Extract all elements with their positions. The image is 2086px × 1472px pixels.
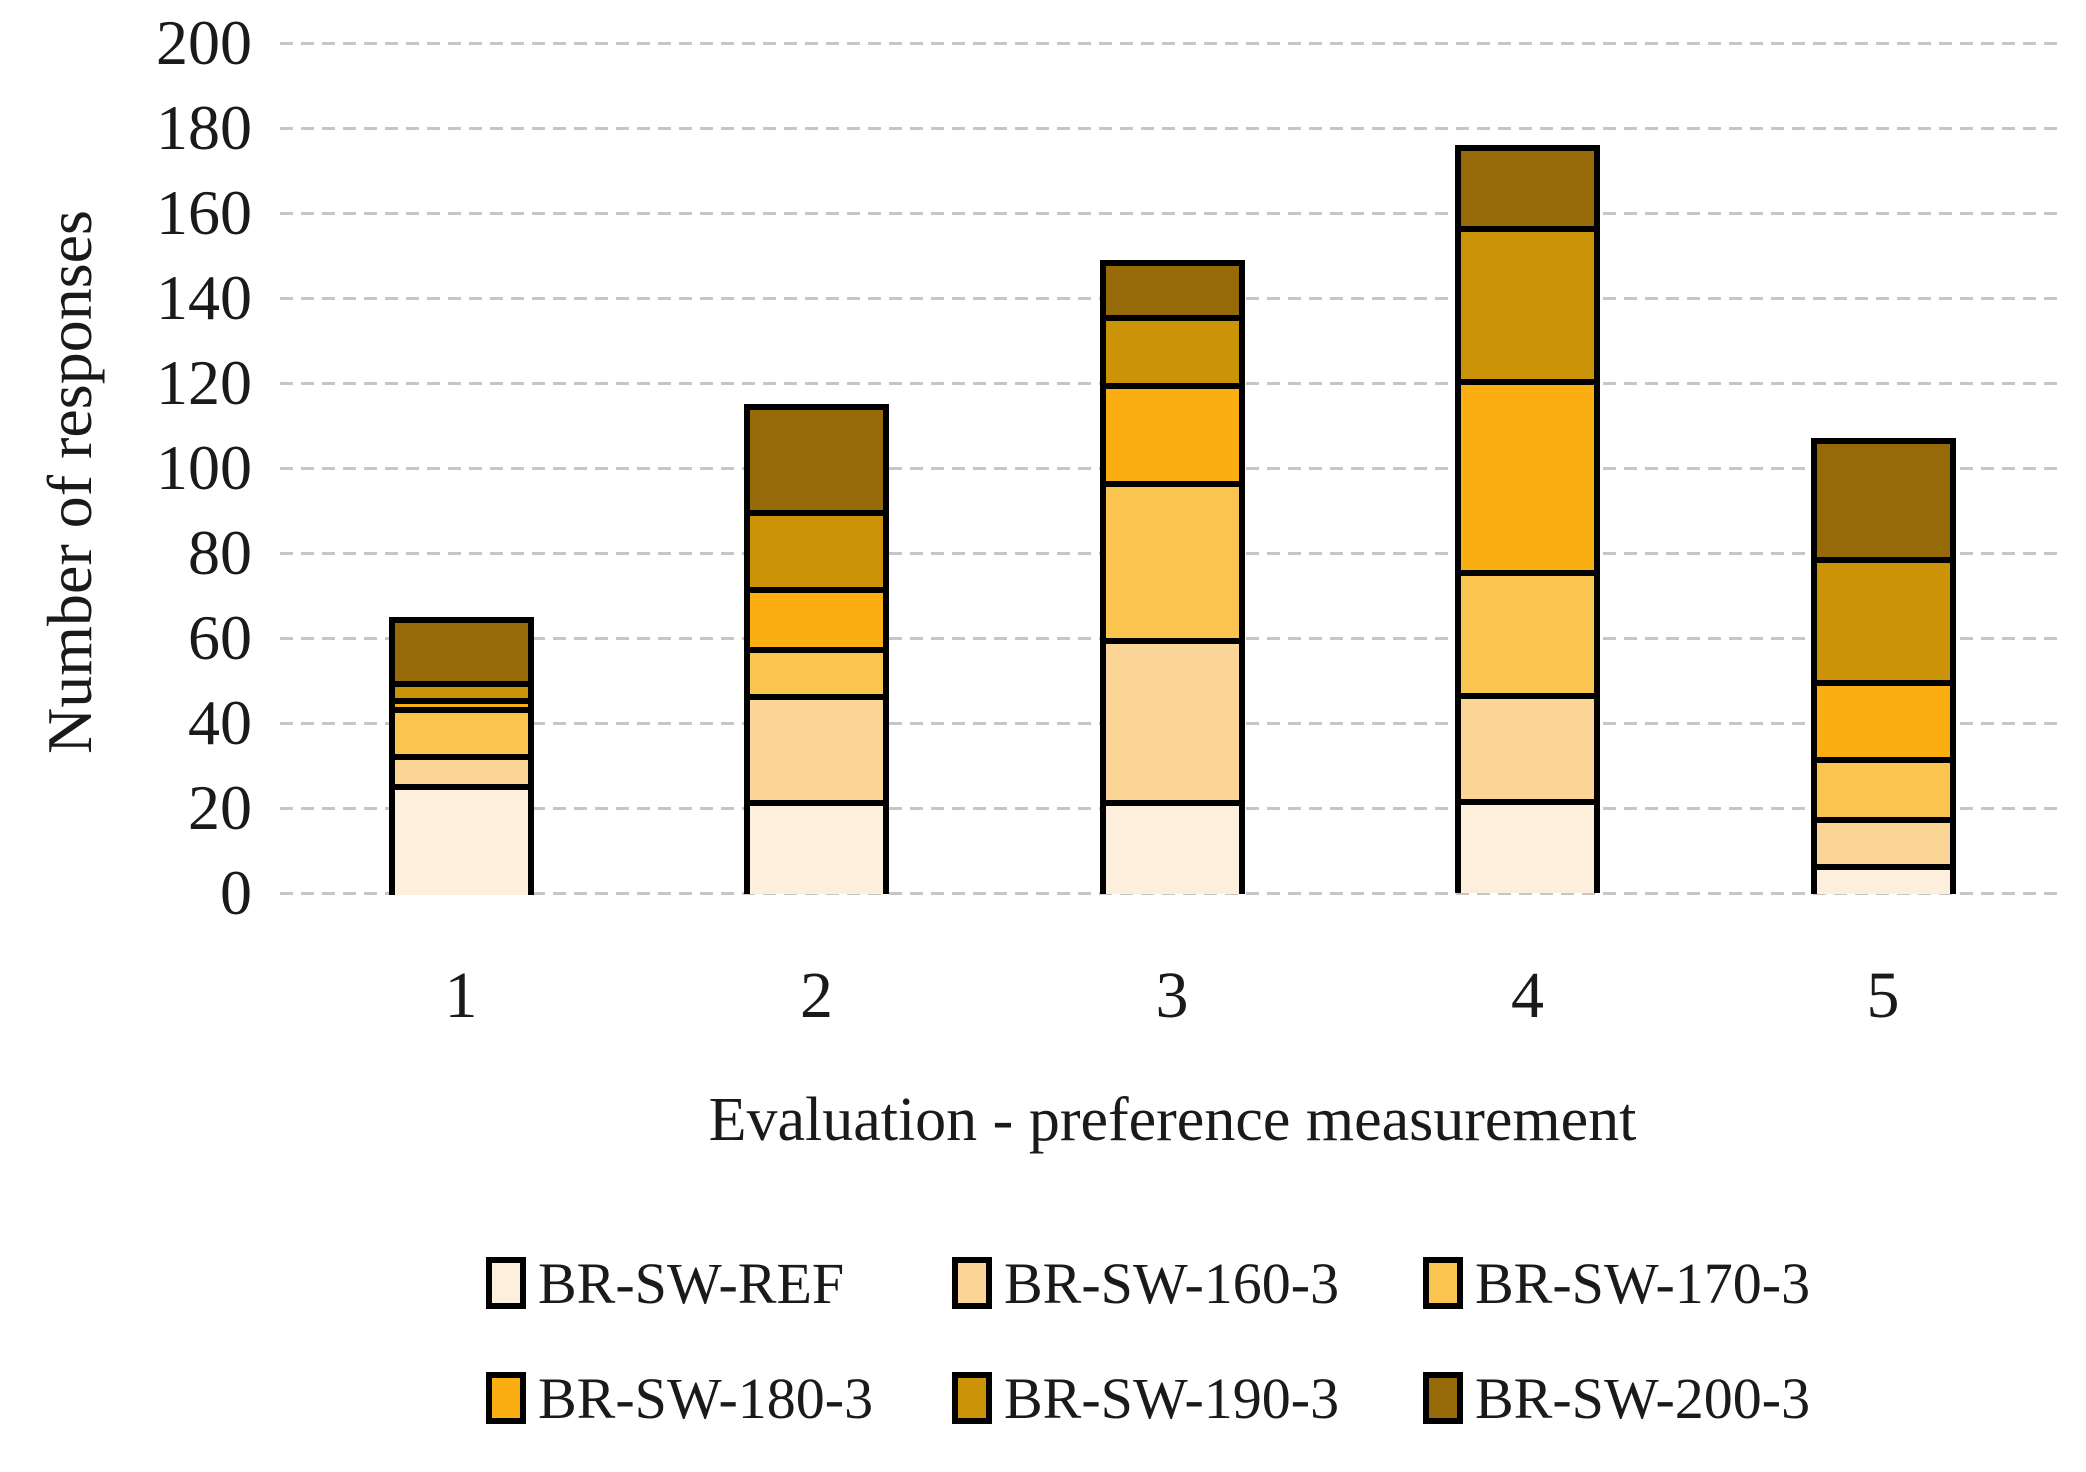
bar-segment-BR-SW-190-3 [1810, 557, 1956, 681]
bar-segment-BR-SW-190-3 [388, 680, 534, 698]
x-tick-label: 2 [800, 959, 833, 1032]
bar-segment-BR-SW-170-3 [1810, 757, 1956, 818]
x-tick-label: 4 [1511, 959, 1544, 1032]
bar-segment-BR-SW-200-3 [744, 404, 889, 511]
bar-segment-BR-SW-160-3 [1810, 817, 1956, 865]
bar-category-4 [1455, 145, 1600, 893]
bar-segment-BR-SW-200-3 [1455, 145, 1600, 226]
legend-item-BR-SW-190-3: BR-SW-190-3 [952, 1358, 1339, 1438]
bar-segment-BR-SW-REF [1810, 864, 1956, 895]
bar-segment-BR-SW-160-3 [1455, 693, 1600, 799]
bar-segment-BR-SW-200-3 [388, 616, 534, 681]
bar-segment-BR-SW-190-3 [1099, 314, 1245, 383]
legend-item-BR-SW-170-3: BR-SW-170-3 [1423, 1243, 1810, 1323]
gridline [280, 127, 2065, 130]
legend-swatch [486, 1372, 526, 1424]
bar-category-3 [1099, 259, 1245, 894]
x-tick-label: 5 [1866, 959, 1900, 1032]
y-tick-label: 100 [156, 432, 252, 503]
bar-segment-BR-SW-190-3 [744, 510, 889, 588]
y-tick-label: 160 [156, 177, 252, 248]
bar-segment-BR-SW-REF [1455, 799, 1600, 893]
bar-segment-BR-SW-REF [1099, 799, 1245, 894]
legend-label: BR-SW-160-3 [1004, 1250, 1340, 1316]
bar-segment-BR-SW-170-3 [388, 706, 534, 754]
y-tick-label: 200 [156, 7, 252, 78]
bar-segment-BR-SW-180-3 [1099, 382, 1245, 481]
y-tick-label: 140 [156, 262, 252, 333]
bar-segment-BR-SW-200-3 [1810, 438, 1956, 558]
legend-row: BR-SW-REF BR-SW-160-3 BR-SW-170-3 [0, 1243, 2086, 1323]
legend-swatch [952, 1257, 992, 1309]
bar-segment-BR-SW-180-3 [1810, 680, 1956, 758]
bar-segment-BR-SW-200-3 [1099, 259, 1245, 315]
x-tick-label: 1 [444, 959, 478, 1032]
legend-label: BR-SW-REF [538, 1250, 845, 1316]
bar-segment-BR-SW-160-3 [1099, 637, 1245, 800]
legend-item-BR-SW-160-3: BR-SW-160-3 [952, 1243, 1339, 1323]
bar-segment-BR-SW-170-3 [1455, 570, 1600, 693]
legend-label: BR-SW-200-3 [1475, 1365, 1811, 1431]
y-tick-label: 80 [188, 517, 252, 588]
y-tick-label: 120 [156, 347, 252, 418]
bar-category-1 [388, 616, 534, 895]
bar-segment-BR-SW-160-3 [744, 694, 889, 801]
y-tick-label: 180 [156, 92, 252, 163]
x-axis-title: Evaluation - preference measurement [708, 1086, 1637, 1154]
legend-item-BR-SW-180-3: BR-SW-180-3 [486, 1358, 873, 1438]
bar-segment-BR-SW-180-3 [744, 587, 889, 648]
legend-swatch [1423, 1257, 1463, 1309]
y-tick-label: 20 [188, 772, 252, 843]
bar-segment-BR-SW-170-3 [1099, 480, 1245, 638]
legend-item-BR-SW-200-3: BR-SW-200-3 [1423, 1358, 1810, 1438]
x-tick-label: 3 [1155, 959, 1189, 1032]
legend-swatch [1423, 1372, 1463, 1424]
bar-segment-BR-SW-REF [744, 800, 889, 895]
legend-item-BR-SW-REF: BR-SW-REF [486, 1243, 844, 1323]
bar-segment-BR-SW-190-3 [1455, 226, 1600, 379]
legend-row: BR-SW-180-3 BR-SW-190-3 BR-SW-200-3 [0, 1358, 2086, 1438]
legend-label: BR-SW-170-3 [1475, 1250, 1811, 1316]
gridline [280, 42, 2065, 45]
bar-segment-BR-SW-170-3 [744, 647, 889, 695]
y-tick-label: 40 [188, 687, 252, 758]
legend-label: BR-SW-190-3 [1004, 1365, 1340, 1431]
legend-swatch [952, 1372, 992, 1424]
bar-category-5 [1810, 438, 1956, 895]
y-tick-label: 60 [188, 602, 252, 673]
gridline [280, 212, 2065, 215]
legend-swatch [486, 1257, 526, 1309]
bar-segment-BR-SW-180-3 [388, 697, 534, 707]
bar-category-2 [744, 404, 889, 895]
bar-segment-BR-SW-160-3 [388, 753, 534, 784]
bar-segment-BR-SW-REF [388, 783, 534, 895]
bar-segment-BR-SW-180-3 [1455, 379, 1600, 570]
legend-label: BR-SW-180-3 [538, 1365, 874, 1431]
y-tick-label: 0 [220, 857, 252, 928]
